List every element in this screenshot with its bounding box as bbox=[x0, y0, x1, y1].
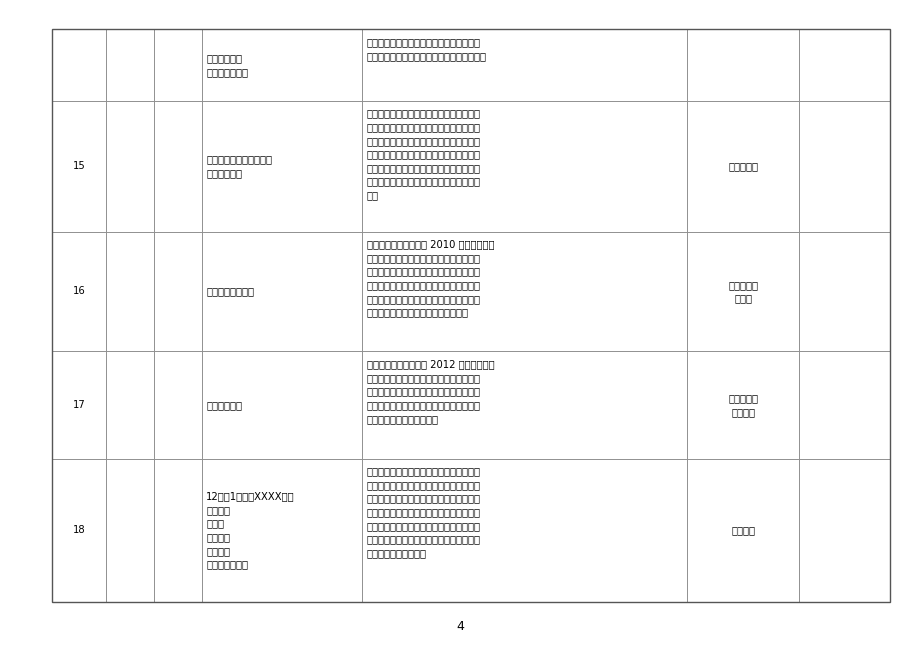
Text: 优秀毕业生
随文锋: 优秀毕业生 随文锋 bbox=[727, 280, 757, 303]
Text: 优秀毕业生
苗健介绍: 优秀毕业生 苗健介绍 bbox=[727, 393, 757, 417]
Bar bbox=[52, 232, 106, 352]
Text: 15: 15 bbox=[73, 161, 85, 171]
Bar bbox=[201, 29, 362, 101]
Bar bbox=[153, 232, 201, 352]
Bar bbox=[686, 101, 798, 232]
Bar bbox=[201, 101, 362, 232]
Bar bbox=[106, 352, 153, 459]
Text: 苗健自述视频: 苗健自述视频 bbox=[206, 400, 242, 410]
Text: 就业和创业: 就业和创业 bbox=[727, 161, 757, 171]
Bar bbox=[52, 352, 106, 459]
Bar bbox=[52, 29, 106, 101]
Bar bbox=[798, 232, 889, 352]
Bar bbox=[201, 232, 362, 352]
Text: 12网络1班学生XXXX自述
学校风景
图书馆
特色美食
校园超市
寝室和寝室教工: 12网络1班学生XXXX自述 学校风景 图书馆 特色美食 校园超市 寝室和寝室教… bbox=[206, 492, 295, 570]
Bar bbox=[153, 29, 201, 101]
Bar bbox=[52, 459, 106, 602]
Text: 辛勤的耕耘换来的终将是累累硕果，电子信
息系的毕业生以他们过硬的专业技能和综合
素质受到用人单位的一致赞誉，出现了以汪
燕、章玉琢王建、苗健、随文锋为代表的一
: 辛勤的耕耘换来的终将是累累硕果，电子信 息系的毕业生以他们过硬的专业技能和综合 … bbox=[367, 109, 481, 200]
Bar bbox=[686, 352, 798, 459]
Bar bbox=[798, 352, 889, 459]
Bar bbox=[153, 459, 201, 602]
Text: 17: 17 bbox=[73, 400, 85, 410]
Bar bbox=[362, 101, 686, 232]
Bar bbox=[153, 352, 201, 459]
Text: 其他毕业学生工作时或回
来做报告画面: 其他毕业学生工作时或回 来做报告画面 bbox=[206, 154, 272, 178]
Text: 系团总支积极倡导学生参加各种社团活动，
成立学习兴趣小组，定期举办各类专业讲座。: 系团总支积极倡导学生参加各种社团活动， 成立学习兴趣小组，定期举办各类专业讲座。 bbox=[367, 37, 486, 61]
Bar bbox=[201, 352, 362, 459]
Text: 16: 16 bbox=[73, 286, 85, 296]
Bar bbox=[106, 101, 153, 232]
Text: 18: 18 bbox=[73, 525, 85, 535]
Bar bbox=[798, 101, 889, 232]
Bar bbox=[52, 29, 889, 602]
Text: 我是安庆职业技术学院 2010 届计算机网络
技术专业毕业生，在校期间担任班级班长、
系学生会主席，院学生会副主席，曾荣获学
院优秀学生干部、安庆市优秀团员干部: 我是安庆职业技术学院 2010 届计算机网络 技术专业毕业生，在校期间担任班级班… bbox=[367, 240, 494, 317]
Bar bbox=[798, 29, 889, 101]
Bar bbox=[362, 352, 686, 459]
Text: 三年的大学生活即将结束，十分留恋这里的
一切，美丽的校园，现代化的图书馆、学生
食堂的特色美食，便利的超市，舒畅的寝室
还有传授我们技能的老师，兢兢业业为我们
: 三年的大学生活即将结束，十分留恋这里的 一切，美丽的校园，现代化的图书馆、学生 … bbox=[367, 467, 481, 558]
Bar bbox=[686, 232, 798, 352]
Text: 感恩母校: 感恩母校 bbox=[731, 525, 754, 535]
Text: 我是安庆职业技术学院 2012 届计算机网络
技术专业毕业生，在校期间担任电子信息系
学生会主席，曾荣获全国五星志愿者、市优
秀团员等称号。现就职于安徽三和泰祥: 我是安庆职业技术学院 2012 届计算机网络 技术专业毕业生，在校期间担任电子信… bbox=[367, 359, 494, 424]
Bar bbox=[52, 101, 106, 232]
Text: 4: 4 bbox=[456, 620, 463, 633]
Bar bbox=[201, 459, 362, 602]
Bar bbox=[106, 29, 153, 101]
Text: 随文锋自述视频，: 随文锋自述视频， bbox=[206, 286, 254, 296]
Bar bbox=[798, 459, 889, 602]
Bar bbox=[106, 459, 153, 602]
Text: 各种社团活动
学术讲座画面等: 各种社团活动 学术讲座画面等 bbox=[206, 53, 248, 77]
Bar bbox=[362, 459, 686, 602]
Bar bbox=[686, 29, 798, 101]
Bar bbox=[153, 101, 201, 232]
Bar bbox=[106, 232, 153, 352]
Bar bbox=[686, 459, 798, 602]
Bar bbox=[362, 232, 686, 352]
Bar bbox=[362, 29, 686, 101]
